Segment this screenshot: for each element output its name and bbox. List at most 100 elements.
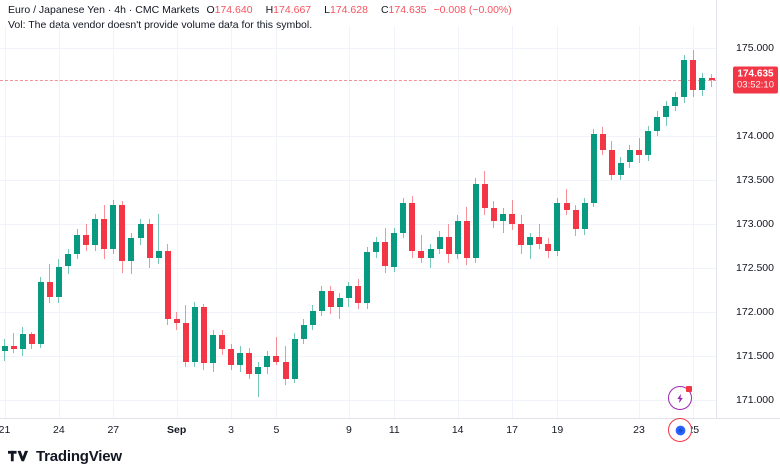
time-axis-tick: 3 [228, 424, 235, 436]
target-icon [675, 425, 685, 435]
time-gridline [276, 26, 278, 418]
candle-body [472, 183, 479, 258]
candle-body [463, 220, 470, 258]
candle-body [608, 150, 615, 175]
price-axis[interactable]: 175.000 174.000 173.500 173.000 172.500 172.0… [717, 0, 780, 418]
candle-body [237, 352, 244, 366]
candle-body [382, 241, 389, 267]
price-change: −0.008 (−0.00%) [433, 4, 512, 16]
candle-body [46, 281, 53, 297]
time-axis-tick: 27 [107, 424, 120, 436]
candle-body [545, 243, 552, 251]
candle-body [590, 134, 597, 204]
price-axis-tick: 172.000 [736, 306, 774, 319]
time-gridline [639, 26, 640, 418]
alert-badge-dot [686, 386, 692, 392]
legend-symbol-row: Euro / Japanese Yen · 4h · CMC Markets O… [8, 4, 512, 17]
candle-wick [158, 213, 160, 264]
time-gridline [231, 26, 233, 418]
price-gridline [0, 180, 716, 182]
candle-body [436, 236, 443, 249]
candle-body [74, 234, 80, 255]
candle-body [273, 356, 280, 362]
candle-body [246, 352, 253, 374]
price-axis-tick: 175.000 [736, 42, 774, 54]
candle-body [264, 356, 271, 367]
candle-body [110, 204, 117, 249]
price-axis-tick: 173.000 [736, 218, 774, 231]
tradingview-wordmark: TradingView [36, 448, 122, 465]
time-axis-tick: 5 [273, 424, 280, 436]
high-label: H [265, 4, 274, 16]
candle-body [654, 116, 661, 131]
high-value: 174.667 [273, 4, 312, 16]
candle-body [55, 266, 62, 297]
candle-body [128, 238, 135, 262]
candle-body [599, 134, 606, 151]
candle-body [445, 236, 452, 255]
candle-body [663, 106, 670, 117]
price-axis-tick: 174.000 [736, 130, 774, 143]
time-axis-tick: 21 [0, 424, 11, 436]
current-price-value: 174.635 [737, 68, 774, 80]
time-axis[interactable]: 21 24 27 Sep 3 5 9 11 14 17 19 23 25 [0, 419, 716, 441]
candle-wick [13, 333, 15, 353]
candle-body [291, 338, 298, 380]
candle-body [318, 291, 325, 311]
candle-body [617, 162, 624, 175]
tradingview-logo[interactable]: TradingView [8, 449, 122, 464]
price-gridline [0, 48, 716, 49]
candle-body [518, 224, 525, 246]
candle-body [581, 203, 588, 230]
candle-body [309, 310, 316, 325]
candle-body [572, 210, 579, 230]
low-label: L [324, 4, 330, 16]
candle-body [373, 241, 380, 253]
open-value: 174.640 [214, 4, 253, 16]
price-axis-divider [716, 0, 717, 418]
candle-body [210, 335, 216, 364]
time-axis-tick: 14 [451, 424, 464, 436]
candle-body [28, 334, 35, 344]
replay-button[interactable] [668, 418, 692, 442]
candle-body [119, 204, 126, 262]
candle-body [345, 285, 352, 299]
candle-body [191, 307, 198, 362]
chart-plot-area[interactable] [0, 26, 716, 418]
candle-body [527, 236, 534, 246]
symbol-title[interactable]: Euro / Japanese Yen · 4h · CMC Markets [8, 4, 200, 16]
price-axis-tick: 171.000 [736, 394, 774, 407]
candle-body [228, 349, 235, 366]
current-price-line [0, 80, 716, 82]
candle-body [490, 208, 497, 221]
candle-body [554, 203, 561, 251]
candle-wick [420, 234, 422, 263]
current-price-badge[interactable]: 174.635 03:52:10 [733, 66, 778, 94]
time-axis-tick: 25 [687, 424, 700, 436]
candle-body [336, 298, 343, 307]
candle-body [481, 183, 488, 209]
candle-body [155, 250, 162, 258]
ohlc-close: C174.635 [381, 4, 427, 17]
time-axis-tick: 17 [506, 424, 518, 436]
alert-button[interactable] [668, 386, 692, 410]
candle-body [427, 248, 434, 258]
candle-body [146, 224, 153, 258]
time-axis-tick: 11 [388, 424, 400, 436]
volume-note: Vol: The data vendor doesn't provide vol… [8, 19, 313, 31]
candle-body [300, 324, 307, 339]
time-gridline [394, 26, 396, 418]
candle-body [137, 224, 144, 239]
candle-body [19, 334, 26, 350]
price-gridline [0, 400, 716, 402]
candle-body [83, 234, 90, 246]
time-axis-tick: 19 [551, 424, 564, 436]
candle-body [708, 78, 715, 81]
candle-body [454, 220, 461, 255]
ohlc-low: L174.628 [324, 4, 368, 17]
candle-body [509, 213, 516, 225]
candle-body [219, 335, 226, 350]
time-gridline [176, 26, 178, 418]
price-gridline [0, 136, 716, 138]
